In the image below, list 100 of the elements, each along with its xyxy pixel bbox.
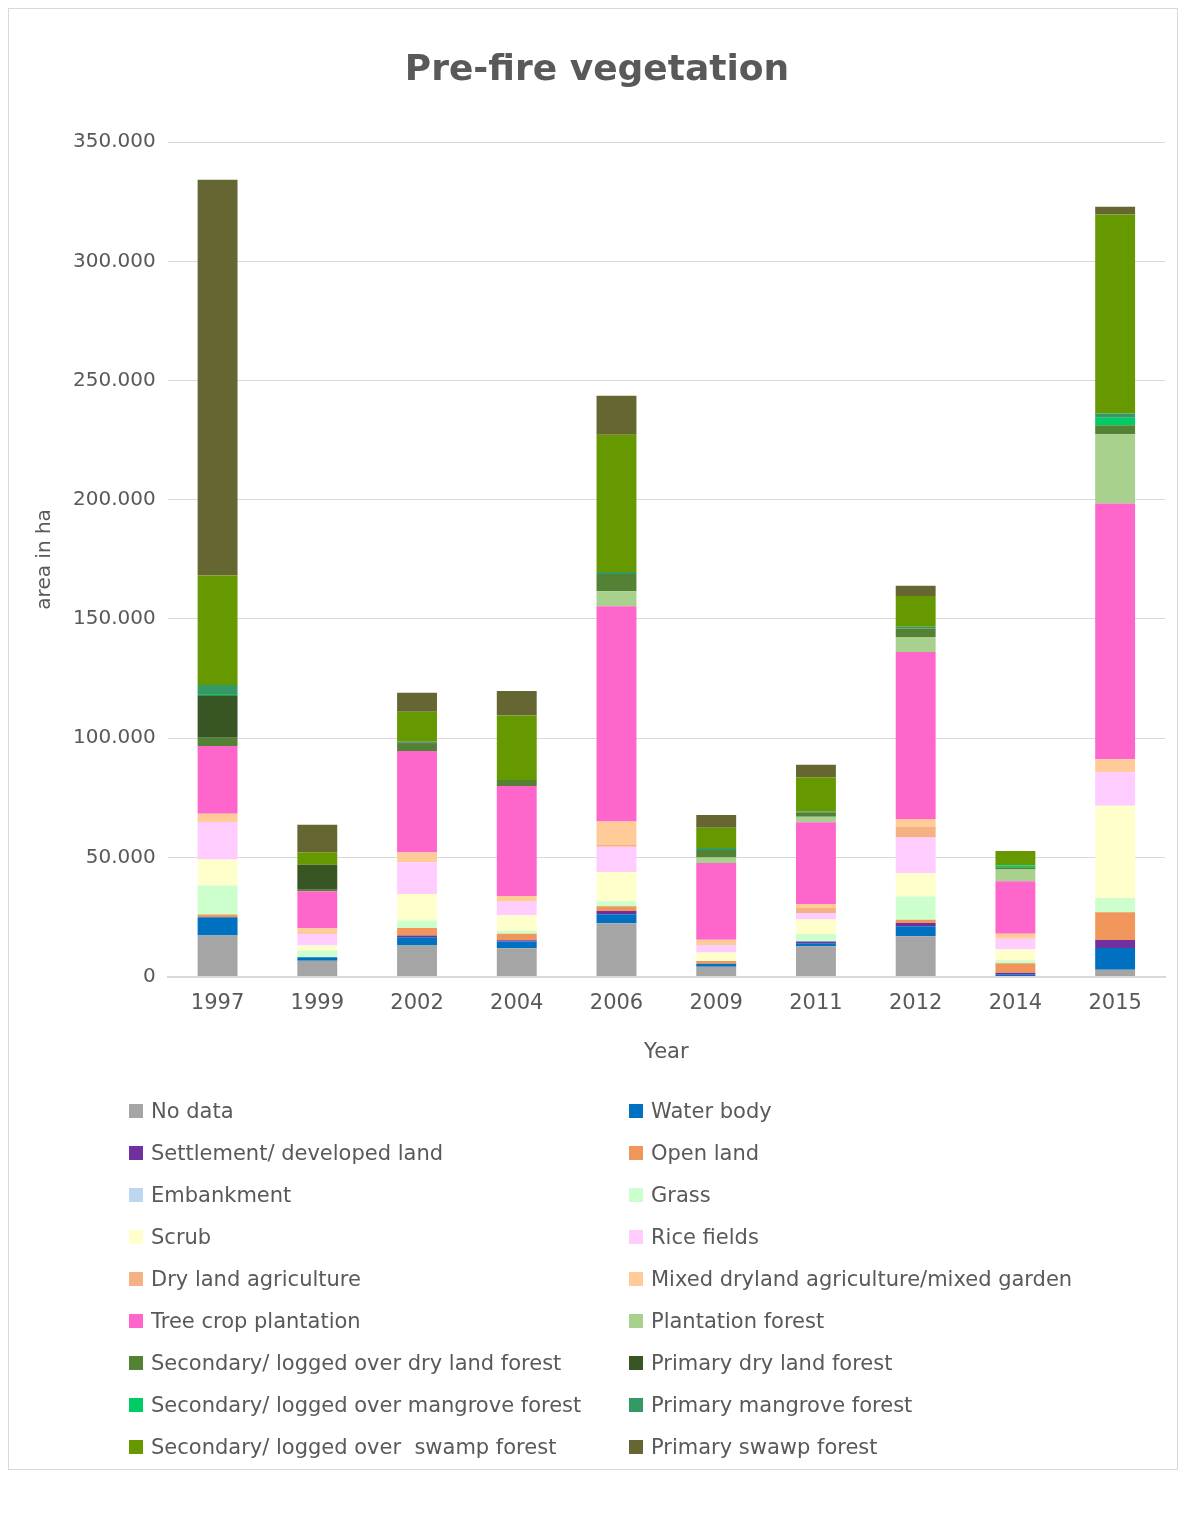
bar [197, 695, 238, 738]
bar [596, 911, 637, 915]
bar [995, 869, 1036, 882]
bar [696, 862, 737, 940]
bar [1095, 897, 1136, 913]
bar [596, 906, 637, 912]
y-tick-label: 0 [142, 962, 156, 987]
legend-label: Settlement/ developed land [151, 1141, 444, 1165]
bar [895, 819, 936, 828]
bar [596, 573, 637, 592]
bar [596, 821, 637, 845]
bar [895, 628, 936, 637]
bar [696, 827, 737, 849]
x-tick-label: 2006 [589, 989, 644, 1014]
bar [297, 824, 338, 853]
bar [397, 751, 437, 853]
bar [397, 893, 437, 921]
bar [1095, 969, 1136, 977]
x-tick-label: 2009 [689, 989, 743, 1014]
bar [297, 891, 338, 929]
bar [496, 931, 537, 934]
bar [1095, 772, 1136, 806]
bar [895, 651, 936, 820]
bar [895, 585, 936, 596]
bar [496, 691, 537, 716]
bar [397, 711, 437, 742]
bar [796, 933, 836, 942]
bar [397, 927, 437, 936]
bar [596, 901, 637, 907]
bar [297, 950, 338, 958]
bar [197, 885, 238, 915]
bar [596, 914, 637, 924]
bar [895, 926, 936, 937]
bar [197, 685, 238, 695]
bar [796, 764, 836, 778]
y-tick-label: 100.000 [72, 724, 156, 749]
bar [995, 881, 1036, 934]
bar [796, 777, 836, 812]
bar [1095, 425, 1136, 435]
bar [895, 936, 936, 977]
bar [496, 915, 537, 932]
bar [1095, 939, 1136, 948]
bar [1095, 214, 1136, 414]
legend-label: Primary swawp forest [651, 1435, 878, 1459]
bar [397, 692, 437, 712]
bar [397, 852, 437, 863]
bar [197, 179, 238, 576]
bar [1095, 206, 1136, 215]
bar [197, 813, 238, 823]
bar [397, 862, 437, 894]
bar [496, 715, 537, 780]
legend-label: Mixed dryland agriculture/mixed garden [651, 1267, 1073, 1291]
x-tick-label: 2015 [1088, 989, 1142, 1014]
bar [696, 945, 737, 953]
bar [796, 919, 836, 934]
bar [397, 937, 437, 946]
bar [895, 827, 936, 838]
bar [297, 960, 338, 977]
bar [1095, 912, 1136, 940]
bar [796, 907, 836, 913]
bar [895, 873, 936, 897]
x-tick-label: 2014 [988, 989, 1043, 1014]
bar [1095, 417, 1136, 426]
legend-label: Rice fields [651, 1225, 759, 1249]
bar [297, 957, 338, 961]
bar [1095, 947, 1136, 970]
bar [895, 595, 936, 627]
x-tick-label: 1999 [290, 989, 345, 1014]
bar [596, 871, 637, 902]
y-tick-label: 250.000 [72, 366, 156, 391]
bar [496, 896, 537, 902]
bar [197, 575, 238, 686]
bar [197, 737, 238, 747]
bar [197, 746, 238, 814]
bar [1095, 805, 1136, 898]
bar [496, 901, 537, 916]
bar [995, 963, 1036, 973]
x-tick-label: 2004 [490, 989, 544, 1014]
x-axis-title: Year [643, 1038, 689, 1063]
bar [197, 859, 238, 886]
bar [796, 946, 836, 977]
bar [297, 928, 338, 934]
bar [197, 822, 238, 860]
bar [397, 920, 437, 928]
y-tick-label: 200.000 [72, 486, 156, 510]
bar [796, 903, 836, 908]
bar [796, 912, 836, 920]
legend-label: Grass [651, 1183, 711, 1207]
bar [995, 938, 1036, 950]
x-tick-label: 1997 [190, 989, 245, 1014]
bar [1095, 759, 1136, 773]
bar [796, 822, 836, 904]
bar [496, 941, 537, 949]
legend-label: Tree crop plantation [151, 1309, 361, 1333]
bar [895, 837, 936, 874]
bar [197, 935, 238, 977]
bar [596, 434, 637, 573]
bar [1095, 503, 1136, 760]
bar [696, 850, 737, 858]
bar [995, 850, 1036, 866]
